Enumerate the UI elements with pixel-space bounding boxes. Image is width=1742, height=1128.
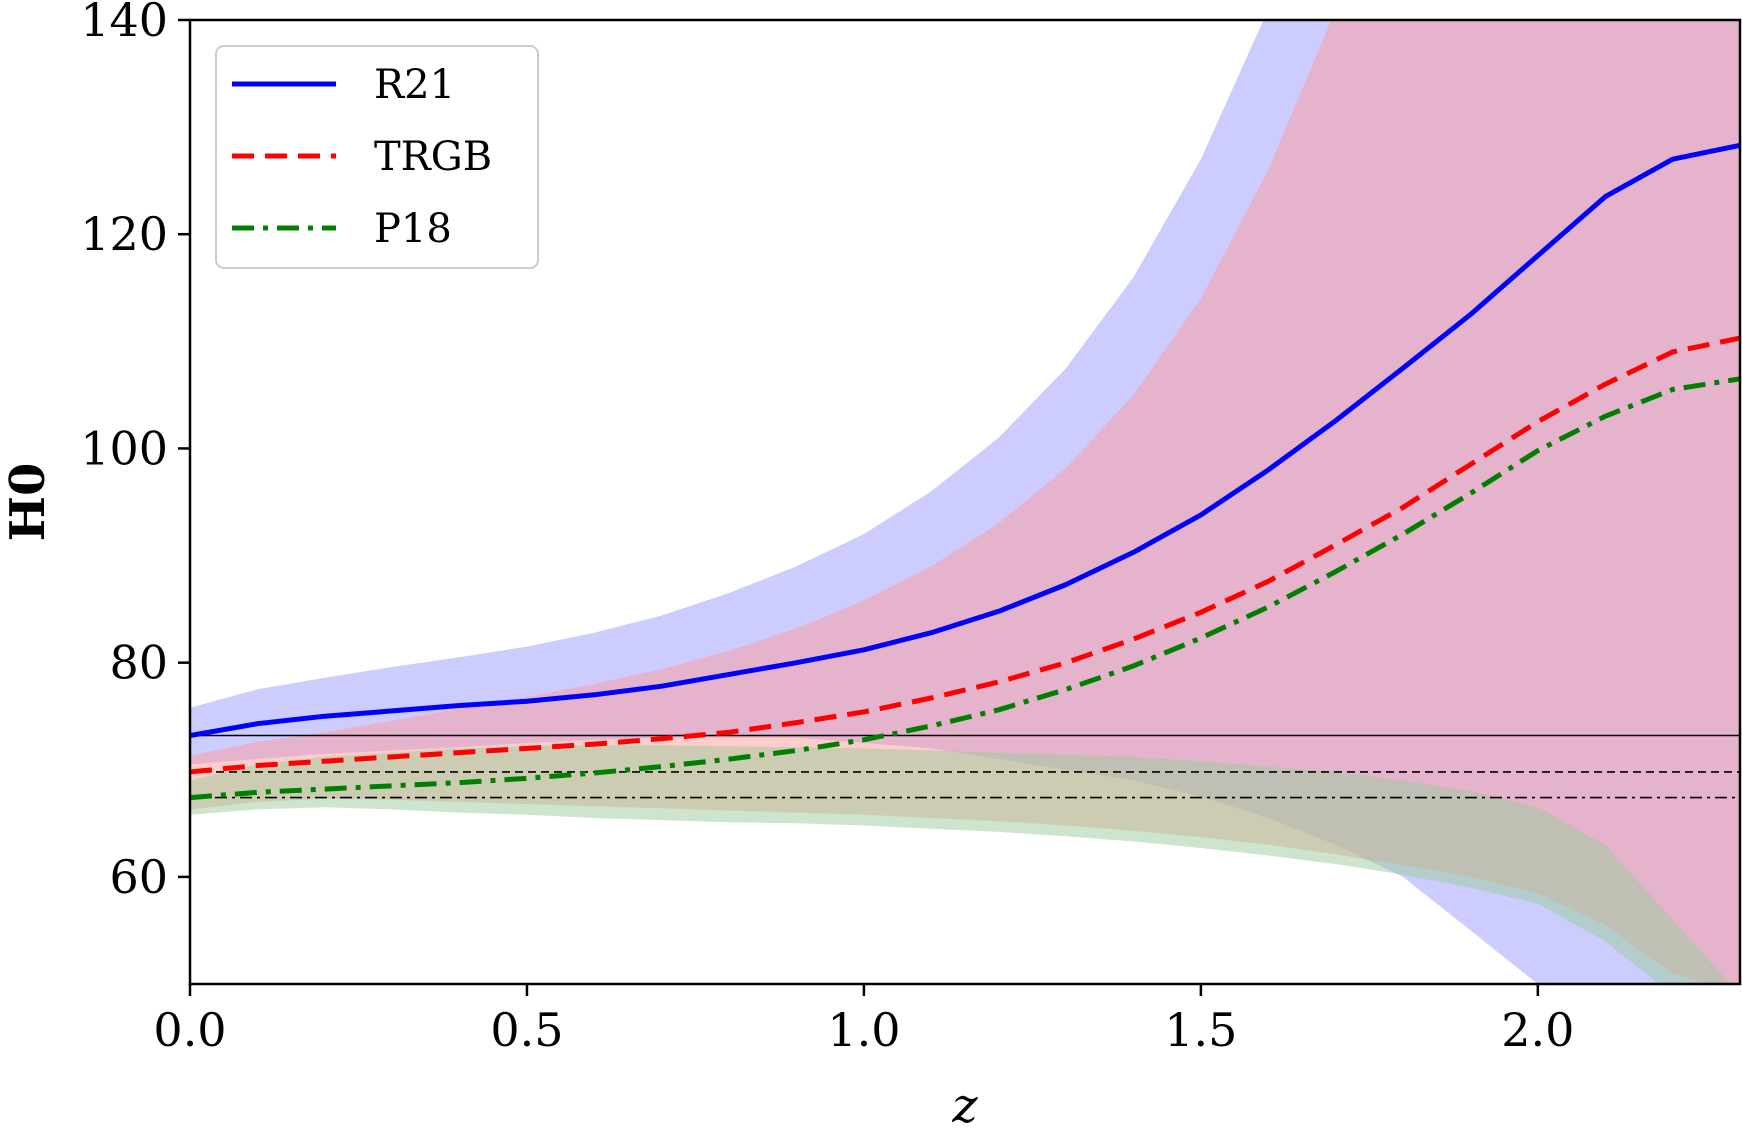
- y-tick-label: 140: [80, 0, 168, 47]
- x-tick-label: 1.0: [827, 1003, 900, 1057]
- x-axis-ticks: 0.0 0.5 1.0 1.5 2.0: [153, 984, 1574, 1057]
- plot-frame: [188, 18, 1742, 986]
- x-tick-label: 2.0: [1501, 1003, 1574, 1057]
- series-line-r21: [190, 142, 1740, 738]
- legend-label-r21: R21: [374, 62, 455, 108]
- x-tick-label: 0.5: [490, 1003, 563, 1057]
- x-tick-label: 0.0: [153, 1003, 226, 1057]
- y-tick-label: 60: [109, 850, 168, 904]
- x-tick-label: 1.5: [1164, 1003, 1237, 1057]
- series-curves: [190, 142, 1740, 801]
- legend-box: [215, 45, 539, 269]
- y-axis-ticks: 60 80 100 120 140: [80, 0, 190, 904]
- confidence-bands: [190, 20, 1740, 984]
- band-p18: [190, 745, 1731, 984]
- y-tick-label: 100: [80, 421, 168, 475]
- y-axis-label: H0: [0, 463, 56, 542]
- y-tick-label: 80: [109, 636, 168, 690]
- band-trgb: [190, 20, 1740, 984]
- legend-label-p18: P18: [374, 206, 452, 252]
- legend-label-trgb: TRGB: [374, 134, 492, 180]
- x-axis-label: z: [951, 1078, 978, 1128]
- reference-lines: [190, 734, 1740, 799]
- y-tick-label: 120: [80, 207, 168, 261]
- legend: R21 TRGB P18: [215, 45, 539, 269]
- series-line-p18: [190, 376, 1740, 801]
- series-line-trgb: [190, 335, 1740, 775]
